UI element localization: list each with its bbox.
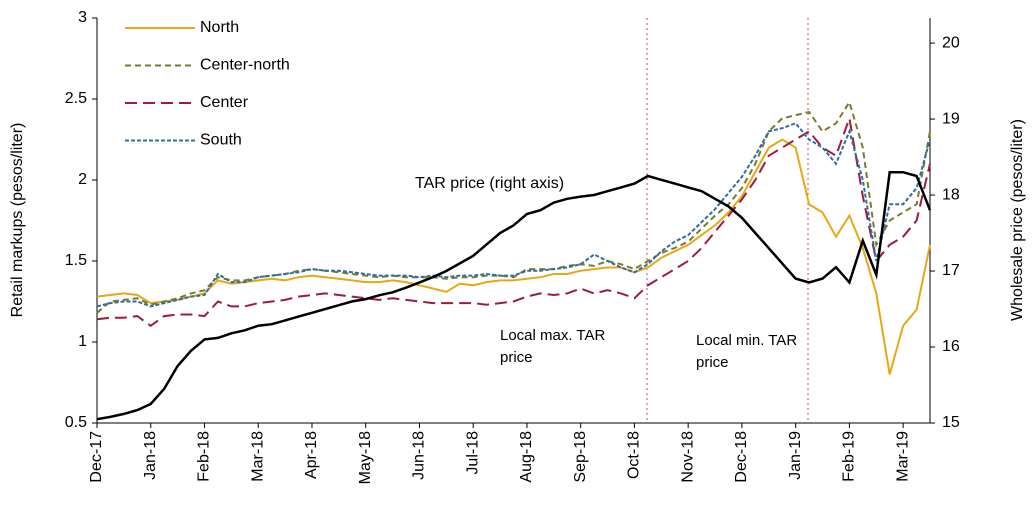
series-line [96,138,931,375]
x-tick-label: Oct-18 [626,431,643,479]
y2-tick-label: 18 [942,186,960,203]
y-tick-label: 2.5 [65,90,87,107]
y-tick-label: 0.5 [65,414,87,431]
x-tick-label: Nov-18 [679,431,696,483]
y-tick-label: 1.5 [65,252,87,269]
x-tick-label: Mar-18 [249,431,266,482]
x-tick-label: Jan-19 [787,431,804,480]
annotation: Local min. TAR price [696,332,798,371]
annotation: Local max. TAR price [500,327,606,366]
y2-tick-label: 17 [942,262,960,279]
x-tick-label: Aug-18 [518,431,535,483]
y2-axis-title: Wholesale price (pesos/liter) [1009,119,1026,321]
series-line [96,122,931,308]
series-line [96,114,931,328]
y-tick-label: 2 [78,171,87,188]
x-tick-label: Jun-18 [411,431,428,480]
y2-tick-label: 15 [942,414,960,431]
y2-tick-label: 16 [942,338,960,355]
x-tick-label: Mar-19 [894,431,911,482]
x-tick-label: Jan-18 [142,431,159,480]
y-axis-title: Retail markups (pesos/liter) [9,123,26,318]
x-tick-label: Jul-18 [464,431,481,475]
legend-label: Center [200,94,249,111]
series-line [96,99,931,314]
x-tick-label: Apr-18 [303,431,320,479]
y-tick-label: 3 [78,9,87,26]
series-line [96,170,932,421]
y2-tick-label: 20 [942,34,960,51]
x-tick-label: Dec-18 [733,431,750,483]
x-tick-label: Dec-17 [88,431,105,483]
x-tick-label: Sep-18 [572,431,589,483]
y2-tick-label: 19 [942,110,960,127]
y-tick-label: 1 [78,333,87,350]
x-tick-label: May-18 [357,431,374,484]
x-tick-label: Feb-18 [196,431,213,482]
legend-label: North [200,19,239,36]
legend-label: Center-north [200,57,290,74]
legend-label: South [200,132,242,149]
x-tick-label: Feb-19 [841,431,858,482]
annotation: TAR price (right axis) [415,175,564,192]
